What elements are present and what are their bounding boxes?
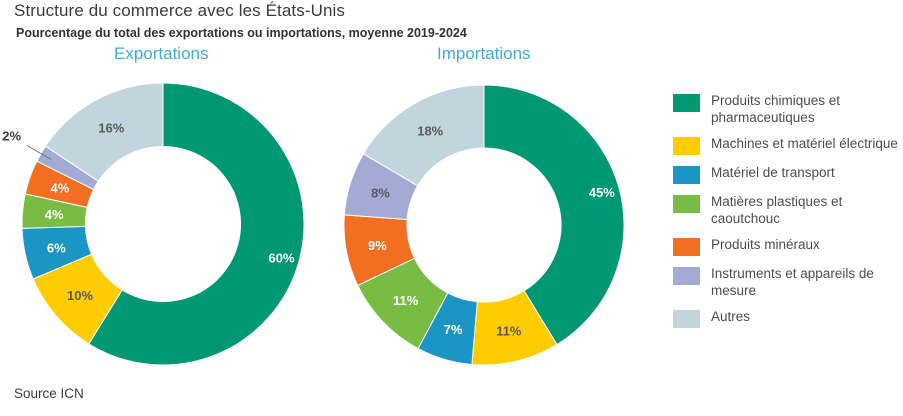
chart-legend: Produits chimiques et pharmaceutiques Mac… bbox=[673, 92, 898, 337]
legend-label-transport: Matériel de transport bbox=[711, 165, 835, 180]
slice-value-label: 2% bbox=[2, 129, 21, 144]
legend-swatch-others bbox=[673, 310, 700, 328]
legend-item-minerals[interactable]: Produits minéraux bbox=[673, 236, 898, 256]
legend-item-machines[interactable]: Machines et matériel électrique bbox=[673, 135, 898, 155]
legend-label-chemicals: Produits chimiques et pharmaceutiques bbox=[711, 93, 841, 125]
slice-value-label: 60% bbox=[269, 251, 295, 266]
slice-value-label: 18% bbox=[417, 124, 443, 139]
slice-value-label: 45% bbox=[589, 185, 615, 200]
donut-slice[interactable] bbox=[483, 84, 625, 346]
slice-value-label: 11% bbox=[496, 324, 522, 339]
legend-swatch-transport bbox=[673, 166, 700, 184]
donut-slice[interactable] bbox=[88, 82, 305, 366]
slice-value-label: 4% bbox=[51, 181, 70, 196]
legend-label-minerals: Produits minéraux bbox=[711, 237, 820, 252]
legend-item-plastics[interactable]: Matières plastiques et caoutchouc bbox=[673, 193, 898, 227]
callout-leader-line bbox=[26, 145, 52, 160]
slice-value-label: 4% bbox=[45, 207, 64, 222]
slice-value-label: 8% bbox=[371, 186, 390, 201]
legend-swatch-minerals bbox=[673, 238, 700, 256]
donut-slice[interactable] bbox=[44, 82, 164, 182]
donut-chart-exportations: 60% 10% 6% 4% 4% 2% 16% bbox=[2, 79, 308, 369]
slice-value-label: 9% bbox=[368, 238, 387, 253]
legend-swatch-plastics bbox=[673, 195, 700, 213]
legend-item-chemicals[interactable]: Produits chimiques et pharmaceutiques bbox=[673, 92, 898, 126]
legend-label-instruments: Instruments et appareils de mesure bbox=[711, 266, 874, 298]
page-title: Structure du commerce avec les États-Uni… bbox=[14, 1, 345, 20]
legend-swatch-machines bbox=[673, 137, 700, 155]
donut-svg-importations: 45% 11% 7% 11% 9% 8% 18% bbox=[343, 84, 625, 366]
slice-value-label: 7% bbox=[444, 322, 463, 337]
panel-heading-exportations: Exportations bbox=[114, 44, 209, 63]
panel-heading-importations: Importations bbox=[437, 44, 531, 63]
source-note: Source ICN bbox=[14, 386, 84, 401]
legend-label-others: Autres bbox=[711, 309, 751, 324]
legend-item-instruments[interactable]: Instruments et appareils de mesure bbox=[673, 265, 898, 299]
page-subtitle: Pourcentage du total des exportations ou… bbox=[16, 26, 467, 40]
legend-swatch-instruments bbox=[673, 267, 700, 285]
legend-item-others[interactable]: Autres bbox=[673, 308, 898, 328]
donut-slice[interactable] bbox=[362, 84, 485, 187]
legend-label-plastics: Matières plastiques et caoutchouc bbox=[711, 194, 843, 226]
legend-label-machines: Machines et matériel électrique bbox=[711, 136, 898, 151]
slice-value-label: 10% bbox=[67, 288, 93, 303]
slice-value-label: 6% bbox=[47, 240, 66, 255]
slice-value-label: 16% bbox=[98, 121, 124, 136]
slice-value-label: 11% bbox=[393, 293, 419, 308]
legend-item-transport[interactable]: Matériel de transport bbox=[673, 164, 898, 184]
donut-chart-importations: 45% 11% 7% 11% 9% 8% 18% bbox=[340, 81, 628, 369]
donut-svg-exportations: 60% 10% 6% 4% 4% 2% 16% bbox=[2, 82, 305, 366]
legend-swatch-chemicals bbox=[673, 94, 700, 112]
